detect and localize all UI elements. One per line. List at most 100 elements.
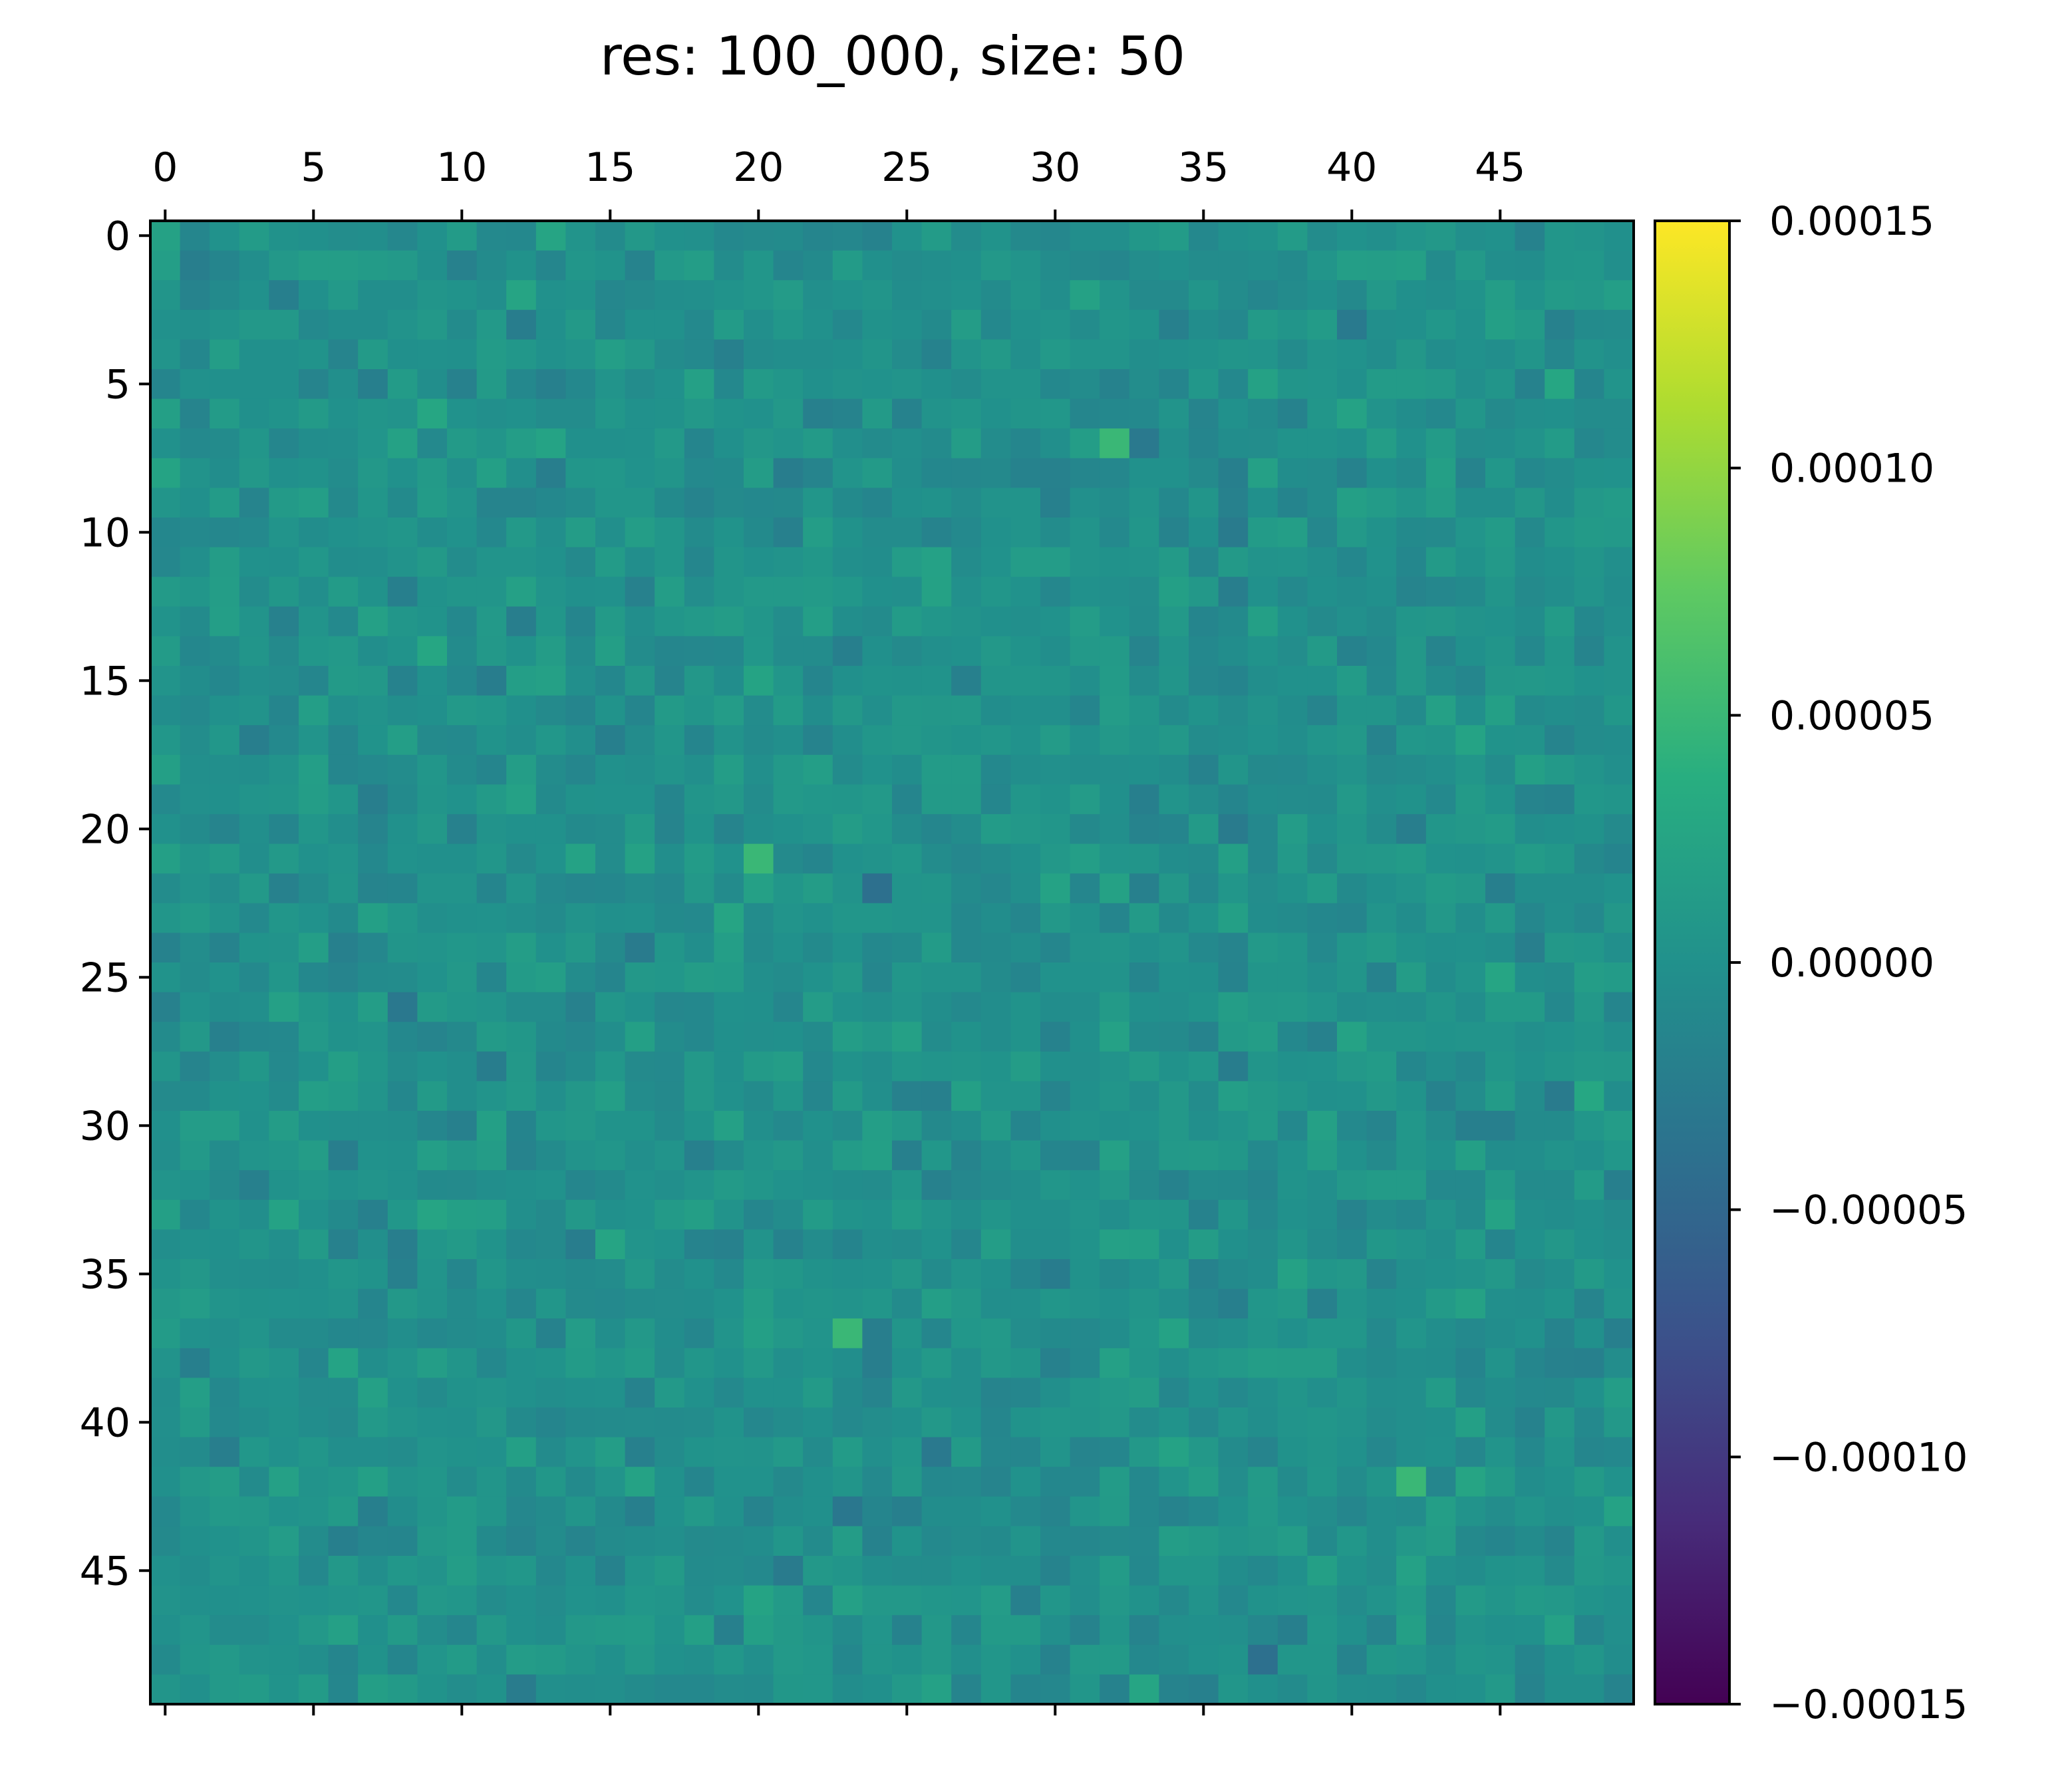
heatmap-cell (862, 1467, 893, 1497)
x-tick-label: 25 (881, 144, 932, 191)
heatmap-cell (1337, 814, 1368, 845)
heatmap-cell (358, 280, 388, 311)
heatmap-cell (1337, 398, 1368, 429)
heatmap-cell (803, 1051, 833, 1082)
heatmap-cell (565, 280, 596, 311)
heatmap-cell (1070, 903, 1100, 933)
heatmap-cell (1574, 695, 1604, 726)
heatmap-cell (1515, 1467, 1545, 1497)
heatmap-cell (684, 814, 714, 845)
heatmap-cell (1425, 488, 1456, 518)
heatmap-cell (1277, 754, 1308, 785)
heatmap-cell (1574, 1288, 1604, 1319)
heatmap-cell (1604, 1288, 1634, 1319)
heatmap-cell (269, 250, 299, 281)
heatmap-cell (1485, 250, 1516, 281)
heatmap-cell (1337, 1615, 1368, 1646)
heatmap-cell (506, 636, 537, 666)
heatmap-cell (1010, 1348, 1041, 1378)
heatmap-cell (1604, 1407, 1634, 1438)
heatmap-cell (328, 369, 359, 400)
heatmap-cell (358, 784, 388, 815)
heatmap-cell (714, 1585, 744, 1616)
heatmap-cell (1070, 843, 1100, 874)
heatmap-cell (714, 1526, 744, 1556)
heatmap-cell (328, 398, 359, 429)
heatmap-cell (299, 1556, 329, 1586)
heatmap-cell (1248, 280, 1278, 311)
heatmap-cell (1366, 636, 1397, 666)
heatmap-cell (269, 398, 299, 429)
heatmap-cell (980, 606, 1011, 637)
heatmap-cell (358, 458, 388, 488)
heatmap-cell (684, 725, 714, 756)
heatmap-cell (1218, 488, 1249, 518)
heatmap-cell (921, 695, 952, 726)
heatmap-cell (595, 309, 626, 340)
y-tick-label: 40 (80, 1400, 130, 1446)
heatmap-cell (1455, 1229, 1486, 1260)
heatmap-cell (269, 1615, 299, 1646)
heatmap-cell (1574, 1615, 1604, 1646)
heatmap-cell (299, 1259, 329, 1290)
heatmap-cell (832, 1288, 863, 1319)
heatmap-cell (1574, 754, 1604, 785)
heatmap-cell (832, 221, 863, 251)
heatmap-cell (1248, 1674, 1278, 1705)
heatmap-cell (921, 1140, 952, 1171)
heatmap-cell (299, 1051, 329, 1082)
heatmap-cell (269, 309, 299, 340)
heatmap-cell (921, 814, 952, 845)
heatmap-cell (595, 1199, 626, 1230)
heatmap-cell (358, 309, 388, 340)
heatmap-cell (506, 843, 537, 874)
heatmap-cell (1159, 1259, 1189, 1290)
heatmap-cell (387, 784, 418, 815)
heatmap-cell (210, 1348, 240, 1378)
heatmap-cell (1366, 666, 1397, 696)
heatmap-cell (180, 1585, 210, 1616)
heatmap-cell (1604, 962, 1634, 993)
heatmap-cell (1396, 369, 1427, 400)
heatmap-cell (655, 250, 685, 281)
heatmap-cell (506, 1496, 537, 1527)
heatmap-cell (150, 636, 181, 666)
heatmap-cell (535, 1644, 566, 1675)
heatmap-cell (921, 1318, 952, 1349)
heatmap-cell (1129, 577, 1159, 607)
heatmap-cell (1545, 695, 1575, 726)
heatmap-cell (239, 1259, 269, 1290)
heatmap-cell (328, 250, 359, 281)
heatmap-cell (684, 606, 714, 637)
heatmap-cell (1455, 1051, 1486, 1082)
heatmap-cell (239, 1081, 269, 1111)
heatmap-cell (299, 784, 329, 815)
heatmap-cell (1515, 1051, 1545, 1082)
heatmap-cell (387, 1378, 418, 1408)
heatmap-cell (1218, 1556, 1249, 1586)
heatmap-cell (1396, 903, 1427, 933)
heatmap-cell (150, 1674, 181, 1705)
heatmap-cell (1248, 1556, 1278, 1586)
heatmap-cell (1100, 547, 1130, 577)
heatmap-cell (595, 1051, 626, 1082)
heatmap-cell (239, 784, 269, 815)
heatmap-cell (595, 1378, 626, 1408)
heatmap-cell (1040, 221, 1071, 251)
heatmap-cell (535, 933, 566, 963)
heatmap-cell (1159, 1111, 1189, 1141)
heatmap-cell (150, 1288, 181, 1319)
heatmap-cell (980, 369, 1011, 400)
heatmap-cell (1248, 1288, 1278, 1319)
heatmap-cell (832, 814, 863, 845)
heatmap-cell (1277, 784, 1308, 815)
heatmap-cell (773, 221, 804, 251)
heatmap-cell (180, 992, 210, 1022)
heatmap-cell (951, 1496, 982, 1527)
heatmap-cell (1159, 221, 1189, 251)
heatmap-cell (1129, 1585, 1159, 1616)
heatmap-cell (1396, 606, 1427, 637)
heatmap-cell (595, 1318, 626, 1349)
heatmap-cell (595, 1644, 626, 1675)
heatmap-cell (535, 1022, 566, 1052)
